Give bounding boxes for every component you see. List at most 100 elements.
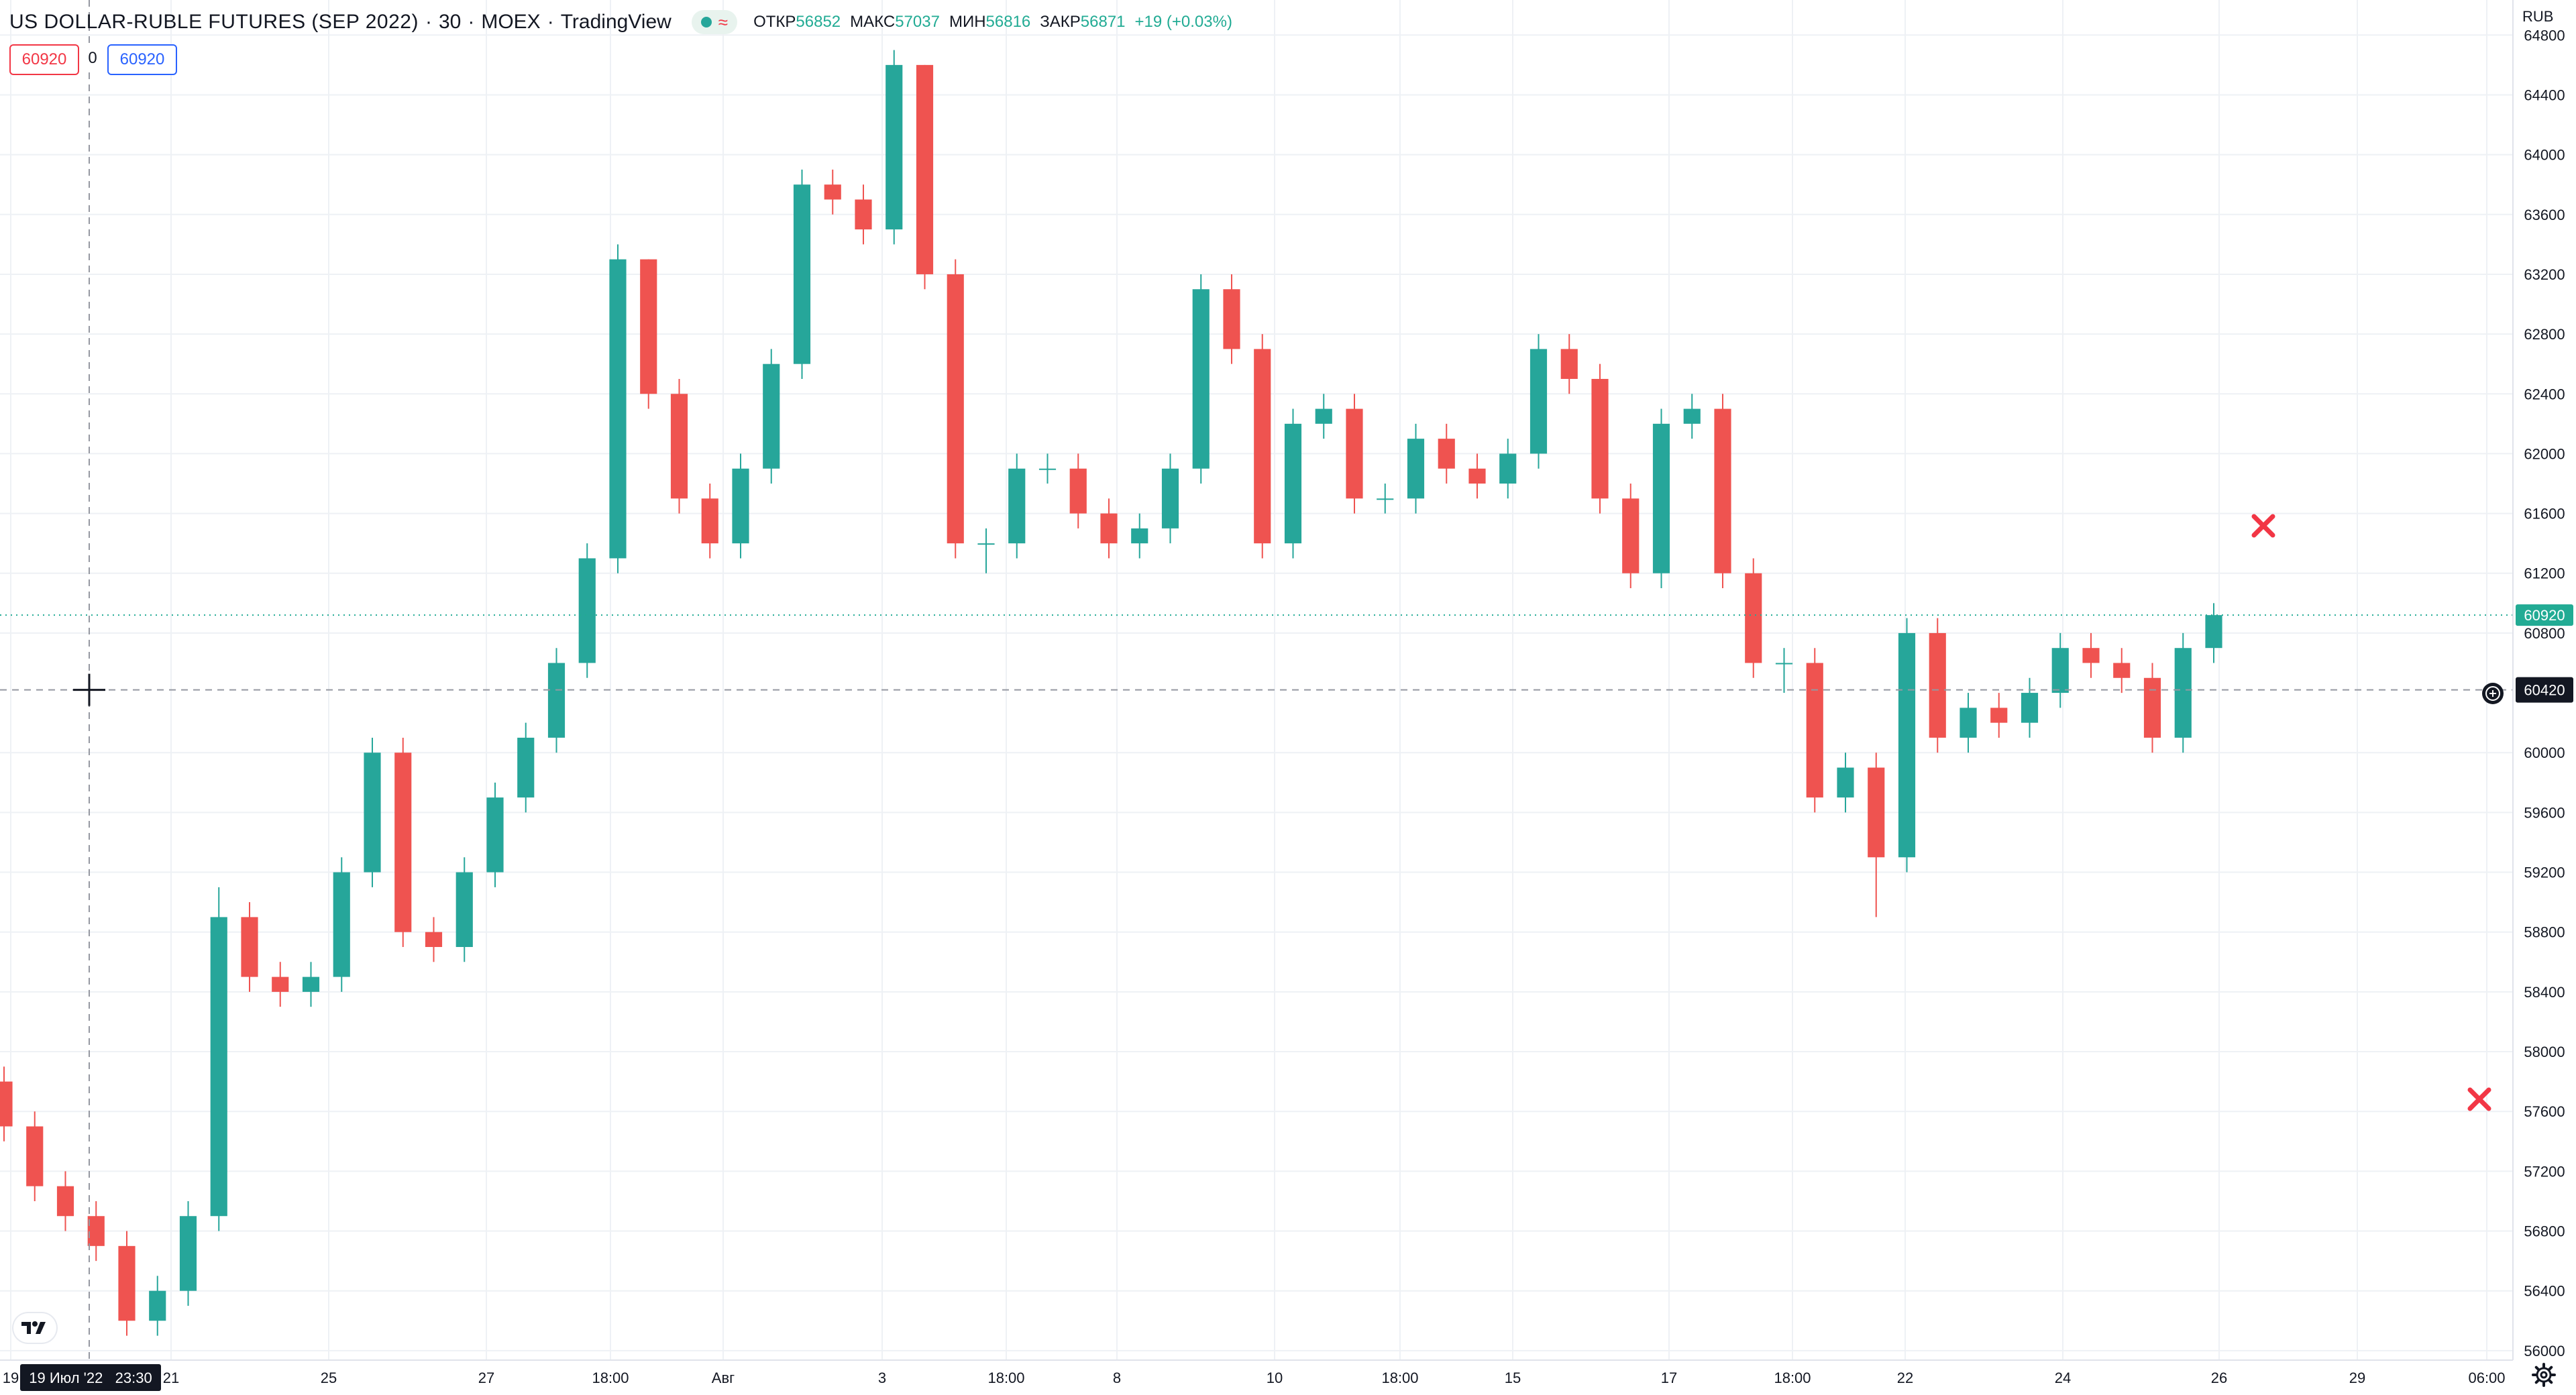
time-tick-label: 10 [1267, 1370, 1283, 1386]
candle [455, 857, 473, 962]
candle-body [0, 1081, 13, 1127]
price-tick-label: 57200 [2524, 1163, 2565, 1180]
settings-gear-icon[interactable] [2530, 1361, 2557, 1388]
candle-body [2082, 648, 2100, 663]
candle [640, 259, 657, 409]
candle [517, 722, 535, 813]
candle [1714, 394, 1731, 589]
candle-body [1346, 408, 1363, 499]
candle [1745, 558, 1762, 678]
sell-price-input[interactable]: 60920 [9, 44, 79, 75]
time-axis-ticks: 19 21 25 27 18:00 Авг 3 18:00 8 10 18:00 15 17 18:00 2… [3, 1370, 2506, 1386]
crosshair-price-label [2516, 677, 2573, 703]
price-tick-label: 56800 [2524, 1223, 2565, 1240]
candle [1652, 408, 1670, 589]
candle-body [1131, 528, 1148, 544]
time-tick-label: 22 [1897, 1370, 1913, 1386]
time-tick-label: 26 [2211, 1370, 2227, 1386]
candle-body [1223, 289, 1240, 349]
time-tick-label: 27 [478, 1370, 494, 1386]
candle-body [1529, 349, 1548, 454]
candle-body [1192, 289, 1210, 469]
candle-body [855, 199, 872, 230]
candle-body [916, 64, 934, 274]
candle [1131, 513, 1148, 559]
crosshair-time-label [20, 1364, 161, 1391]
vertical-grid [10, 0, 2487, 1360]
candle-body [701, 498, 718, 544]
time-tick-label: 17 [1661, 1370, 1677, 1386]
price-tick-label: 59600 [2524, 804, 2565, 821]
candle-body [1652, 423, 1670, 573]
candle [1960, 693, 1977, 753]
candle [333, 857, 350, 992]
price-tick-label: 58800 [2524, 924, 2565, 941]
candle [1499, 439, 1517, 499]
candle [2021, 677, 2039, 738]
candle [2174, 632, 2192, 753]
candle-body [486, 797, 504, 873]
time-tick-label: 18:00 [1774, 1370, 1811, 1386]
candle [0, 1066, 13, 1141]
low-value: 56816 [985, 13, 1031, 31]
price-tick-label: 62400 [2524, 386, 2565, 402]
candle-body [2051, 648, 2069, 693]
candle-body [1622, 498, 1640, 573]
add-alert-plus-icon[interactable] [2482, 683, 2504, 704]
price-tick-label: 63600 [2524, 207, 2565, 223]
price-tick-label: 60800 [2524, 625, 2565, 642]
candle-body [1560, 349, 1578, 379]
candle-body [517, 737, 535, 798]
price-tick-label: 60000 [2524, 744, 2565, 761]
high-value: 57037 [895, 13, 940, 31]
candle [1990, 693, 2008, 738]
market-open-dot-icon [700, 17, 712, 27]
change-value: +19 (+0.03%) [1134, 13, 1232, 31]
candle [1929, 618, 1946, 753]
candle [364, 737, 381, 887]
candle-body [1868, 767, 1885, 858]
candle [1315, 394, 1332, 439]
candle-body [272, 976, 289, 992]
interval-label[interactable]: 30 [438, 11, 462, 33]
candle-body [26, 1126, 44, 1186]
symbol-title[interactable]: US DOLLAR-RUBLE FUTURES (SEP 2022) [9, 11, 419, 33]
candle [793, 169, 811, 379]
candle [824, 169, 841, 215]
market-status-badge[interactable]: ≈ [691, 10, 738, 34]
candle-body [670, 394, 688, 499]
candle-body [1438, 439, 1455, 469]
currency-label[interactable]: RUB [2522, 8, 2554, 25]
tradingview-logo-icon[interactable] [13, 1313, 56, 1343]
candle [1100, 498, 1118, 559]
candle-body [977, 543, 995, 545]
candle-body [824, 184, 841, 200]
candle-body [302, 976, 320, 992]
candle [1223, 274, 1240, 364]
candle [1806, 648, 1823, 813]
candle [701, 484, 718, 559]
candle [118, 1231, 136, 1336]
candle [916, 64, 934, 290]
time-tick-label: 8 [1113, 1370, 1121, 1386]
price-tick-label: 57600 [2524, 1103, 2565, 1120]
price-axis-ticks: 64800 64400 64000 63600 63200 62800 62400 62000… [2524, 27, 2565, 1359]
time-tick-label: 25 [321, 1370, 337, 1386]
candle [947, 259, 964, 559]
candle-body [1714, 408, 1731, 573]
candle [272, 962, 289, 1007]
time-tick-label: 21 [163, 1370, 179, 1386]
order-marker-sell-icon [2251, 514, 2275, 538]
time-tick-label: 18:00 [1381, 1370, 1418, 1386]
candle [1161, 453, 1179, 544]
time-tick-label: 19 [3, 1370, 19, 1386]
price-tick-label: 62000 [2524, 445, 2565, 462]
time-tick-label: 24 [2055, 1370, 2071, 1386]
price-tick-label: 62800 [2524, 326, 2565, 343]
candle [2051, 632, 2069, 708]
candle [609, 244, 627, 573]
candle-body [2143, 677, 2161, 738]
crosshair-price-value: 60420 [2524, 682, 2565, 699]
buy-price-input[interactable]: 60920 [107, 44, 177, 75]
